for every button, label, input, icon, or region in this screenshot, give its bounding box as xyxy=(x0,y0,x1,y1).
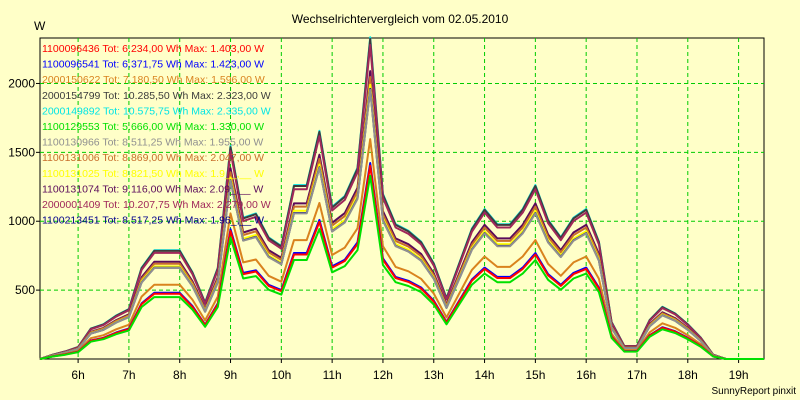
legend-entry-1100131074: 1100131074 Tot: 9.116,00 Wh Max: 2.09_,_… xyxy=(42,183,263,195)
legend-entry-2000150622: 2000150622 Tot: 7.180,50 Wh Max: 1.596,0… xyxy=(42,74,265,86)
x-tick-label: 7h xyxy=(122,368,135,382)
x-tick-label: 15h xyxy=(525,368,545,382)
x-tick-label: 6h xyxy=(71,368,84,382)
y-axis: 500 1000 1500 2000 xyxy=(8,76,40,297)
legend-entry-1100096541: 1100096541 Tot: 6.371,75 Wh Max: 1.423,0… xyxy=(42,59,264,71)
x-tick-label: 17h xyxy=(627,368,647,382)
y-tick-label: 2000 xyxy=(8,76,35,90)
legend-entry-1100096436: 1100096436 Tot: 6.234,00 Wh Max: 1.403,0… xyxy=(42,43,264,55)
series-line-2000001409 xyxy=(39,44,764,360)
x-tick-label: 16h xyxy=(576,368,596,382)
legend-entry-1100130966: 1100130966 Tot: 8.511,25 Wh Max: 1.955,0… xyxy=(42,137,263,149)
y-tick-label: 1000 xyxy=(8,214,35,228)
grid-lines xyxy=(40,38,764,359)
x-tick-label: 19h xyxy=(729,368,749,382)
x-tick-label: 9h xyxy=(224,368,237,382)
series-line-2000150622 xyxy=(39,138,764,360)
x-axis: 6h 7h 8h 9h 10h 11h 12h 13h 14h 15h 16h 17h 18h 19h xyxy=(71,359,749,382)
x-tick-label: 18h xyxy=(678,368,698,382)
x-tick-label: 8h xyxy=(173,368,186,382)
series-lines xyxy=(39,36,764,360)
legend-entry-2000154799: 2000154799 Tot: 10.285,50 Wh Max: 2.323,… xyxy=(42,90,271,102)
footer-credit: SunnyReport pinxit xyxy=(712,386,797,397)
legend-entry-2000001409: 2000001409 Tot: 10.207,75 Wh Max: 2.279,… xyxy=(42,199,271,211)
x-tick-label: 11h xyxy=(323,368,342,382)
plot-area xyxy=(39,37,765,360)
legend-entry-1100131006: 1100131006 Tot: 8.869,00 Wh Max: 2.047,0… xyxy=(42,152,264,164)
legend-entry-2000149892: 2000149892 Tot: 10.575,75 Wh Max: 2.335,… xyxy=(42,105,271,117)
legend-entry-1100131025: 1100131025 Tot: 8.821,50 Wh Max: 1.9__,_… xyxy=(42,168,264,180)
x-tick-label: 14h xyxy=(475,368,495,382)
legend: 1100096436 Tot: 6.234,00 Wh Max: 1.403,0… xyxy=(42,43,271,227)
x-tick-label: 13h xyxy=(424,368,444,382)
y-tick-label: 1500 xyxy=(8,145,35,159)
legend-entry-1100213451: 1100213451 Tot: 8.517,25 Wh Max: 1.96_,_… xyxy=(42,215,264,227)
x-tick-label: 12h xyxy=(373,368,393,382)
x-tick-label: 10h xyxy=(271,368,291,382)
series-line-1100129553 xyxy=(39,174,764,360)
y-tick-label: 500 xyxy=(15,283,35,297)
series-line-1100130966 xyxy=(39,88,764,360)
y-axis-unit: W xyxy=(34,19,46,33)
legend-entry-1100129553: 1100129553 Tot: 5.666,00 Wh Max: 1.330,0… xyxy=(42,121,264,133)
chart-title: Wechselrichtervergleich vom 02.05.2010 xyxy=(292,12,509,26)
